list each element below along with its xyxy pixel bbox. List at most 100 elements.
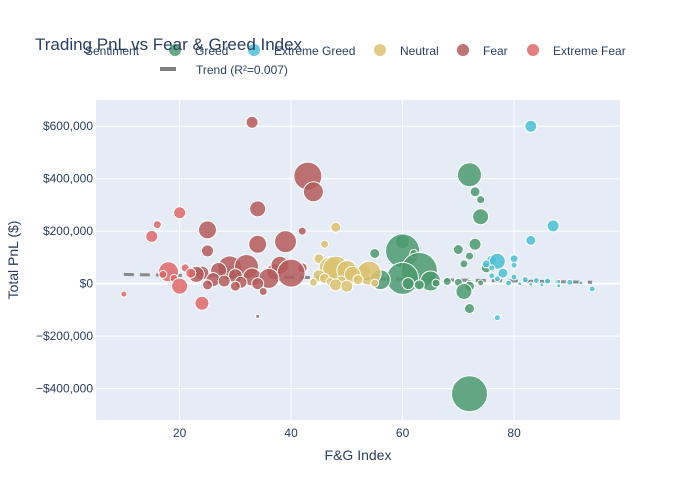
point-extreme-fear bbox=[173, 206, 187, 220]
plot-area bbox=[96, 100, 620, 420]
point-neutral bbox=[329, 278, 343, 292]
point-extreme-greed bbox=[510, 261, 518, 269]
point-extreme-fear bbox=[158, 269, 168, 279]
point-extreme-greed bbox=[528, 281, 534, 287]
legend-title: Sentiment bbox=[85, 44, 140, 58]
point-greed bbox=[477, 279, 485, 287]
legend-marker-extreme-greed bbox=[248, 44, 260, 56]
point-extreme-greed bbox=[532, 276, 540, 284]
point-extreme-greed bbox=[517, 281, 523, 287]
point-greed bbox=[476, 195, 486, 205]
point-fear bbox=[217, 274, 231, 288]
x-axis-ticks: 20 40 60 80 bbox=[173, 426, 521, 440]
chart-title: Trading PnL vs Fear & Greed Index bbox=[35, 35, 303, 54]
y-axis-ticks: −$400,000 −$200,000 $0 $200,000 $400,000 $600… bbox=[36, 119, 93, 395]
y-tick-label: $0 bbox=[80, 277, 94, 291]
point-greed bbox=[452, 244, 464, 256]
point-fear bbox=[258, 286, 268, 296]
point-extreme-greed bbox=[497, 267, 509, 279]
point-greed bbox=[468, 237, 482, 251]
legend: Sentiment Greed Extreme Greed Neutral Fear Ex… bbox=[85, 44, 626, 77]
legend-label-extreme-fear: Extreme Fear bbox=[553, 44, 626, 58]
point-neutral bbox=[352, 274, 364, 286]
point-extreme-greed bbox=[493, 314, 501, 322]
y-tick-label: $400,000 bbox=[43, 172, 93, 186]
point-extreme-greed bbox=[588, 285, 596, 293]
point-greed bbox=[463, 303, 475, 315]
trend-line-layer bbox=[123, 272, 593, 284]
point-extreme-greed bbox=[505, 279, 513, 287]
point-neutral bbox=[320, 239, 330, 249]
y-axis-title: Total PnL ($) bbox=[5, 221, 21, 300]
point-greed bbox=[413, 279, 425, 291]
point-greed bbox=[450, 375, 488, 413]
point-fear bbox=[302, 181, 324, 203]
point-fear bbox=[201, 279, 213, 291]
point-extreme-greed bbox=[566, 278, 574, 286]
point-extreme-greed bbox=[488, 264, 496, 272]
x-tick-label: 40 bbox=[284, 426, 298, 440]
point-extreme-fear bbox=[171, 277, 189, 295]
point-extreme-greed bbox=[556, 279, 562, 285]
point-fear bbox=[248, 234, 268, 254]
point-fear bbox=[200, 244, 214, 258]
point-extreme-greed bbox=[510, 273, 518, 281]
point-fear bbox=[245, 115, 259, 129]
legend-label-greed: Greed bbox=[195, 44, 228, 58]
point-greed bbox=[472, 208, 490, 226]
point-greed bbox=[442, 277, 452, 287]
point-extreme-fear bbox=[194, 295, 210, 311]
point-extreme-greed bbox=[525, 234, 537, 246]
x-axis-title: F&G Index bbox=[325, 447, 392, 463]
point-greed bbox=[401, 277, 415, 291]
point-greed bbox=[469, 186, 481, 198]
legend-label-fear: Fear bbox=[483, 44, 508, 58]
point-extreme-greed bbox=[493, 275, 501, 283]
point-greed bbox=[431, 278, 441, 288]
point-fear bbox=[274, 230, 298, 254]
point-extreme-greed bbox=[521, 276, 529, 284]
point-extreme-greed bbox=[578, 280, 584, 286]
point-extreme-greed bbox=[546, 219, 560, 233]
point-fear bbox=[197, 220, 217, 240]
y-tick-label: $600,000 bbox=[43, 119, 93, 133]
point-fear bbox=[229, 280, 241, 292]
point-fear bbox=[255, 313, 261, 319]
point-extreme-fear bbox=[120, 290, 128, 298]
y-tick-label: −$200,000 bbox=[36, 329, 93, 343]
x-tick-label: 20 bbox=[173, 426, 187, 440]
point-greed bbox=[369, 247, 381, 259]
point-extreme-greed bbox=[481, 259, 491, 269]
trend-line bbox=[123, 272, 593, 284]
point-neutral bbox=[370, 278, 380, 288]
y-tick-label: $200,000 bbox=[43, 224, 93, 238]
point-fear bbox=[251, 277, 265, 291]
legend-label-trend: Trend (R²=0.007) bbox=[196, 63, 288, 77]
point-fear bbox=[276, 258, 306, 288]
point-extreme-greed bbox=[544, 277, 552, 285]
point-neutral bbox=[308, 277, 318, 287]
point-fear bbox=[297, 226, 307, 236]
point-extreme-greed bbox=[524, 119, 538, 133]
x-tick-label: 60 bbox=[396, 426, 410, 440]
legend-marker-fear bbox=[457, 44, 469, 56]
point-neutral bbox=[340, 279, 354, 293]
point-neutral bbox=[330, 221, 342, 233]
point-extreme-greed bbox=[556, 283, 562, 289]
data-points bbox=[120, 115, 596, 413]
point-extreme-greed bbox=[509, 254, 519, 264]
legend-label-extreme-greed: Extreme Greed bbox=[274, 44, 355, 58]
x-tick-label: 80 bbox=[507, 426, 521, 440]
point-extreme-fear bbox=[145, 229, 159, 243]
point-extreme-fear bbox=[185, 267, 197, 279]
point-greed bbox=[459, 259, 469, 269]
point-greed bbox=[386, 261, 420, 295]
legend-label-neutral: Neutral bbox=[400, 44, 439, 58]
point-greed bbox=[455, 282, 473, 300]
point-extreme-greed bbox=[539, 282, 545, 288]
y-tick-label: −$400,000 bbox=[36, 382, 93, 396]
point-greed bbox=[456, 162, 482, 188]
legend-marker-greed bbox=[169, 44, 181, 56]
point-fear bbox=[249, 200, 267, 218]
